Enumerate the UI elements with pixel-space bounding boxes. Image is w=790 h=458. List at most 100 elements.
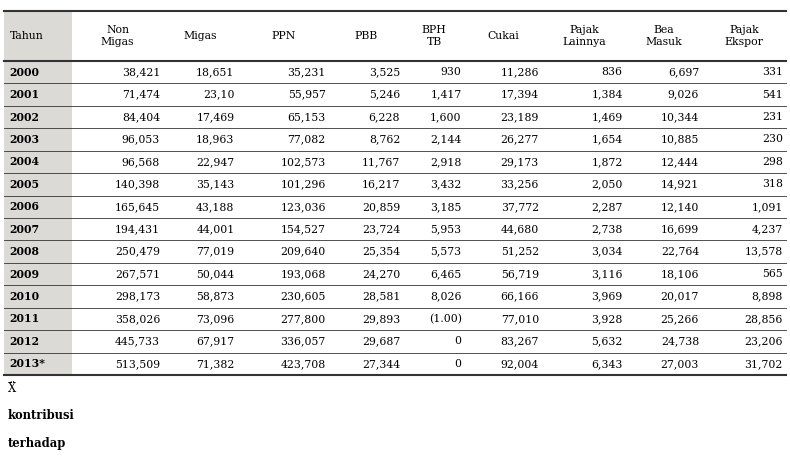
Text: 250,479: 250,479 <box>115 247 160 256</box>
Text: 230,605: 230,605 <box>280 292 325 301</box>
Text: 25,266: 25,266 <box>660 314 699 324</box>
Text: Migas: Migas <box>183 31 217 41</box>
Text: 277,800: 277,800 <box>280 314 325 324</box>
Text: 836: 836 <box>602 67 623 77</box>
Text: 2009: 2009 <box>9 268 40 280</box>
Text: 0: 0 <box>455 359 461 369</box>
Text: 194,431: 194,431 <box>115 224 160 234</box>
Text: 11,767: 11,767 <box>362 157 401 167</box>
Text: 3,432: 3,432 <box>431 180 461 189</box>
Text: 230: 230 <box>762 135 783 144</box>
Text: Ẍ: Ẍ <box>8 382 16 395</box>
Text: 35,231: 35,231 <box>288 67 325 77</box>
Text: 58,873: 58,873 <box>196 292 235 301</box>
Text: 1,600: 1,600 <box>431 112 461 122</box>
Text: 3,969: 3,969 <box>592 292 623 301</box>
Text: 5,632: 5,632 <box>592 337 623 346</box>
Text: 13,578: 13,578 <box>745 247 783 256</box>
Text: 71,474: 71,474 <box>122 90 160 99</box>
Text: 24,270: 24,270 <box>362 269 401 279</box>
Text: 445,733: 445,733 <box>115 337 160 346</box>
Text: 26,277: 26,277 <box>501 135 539 144</box>
Text: 18,963: 18,963 <box>196 135 235 144</box>
Text: 2001: 2001 <box>9 89 40 100</box>
Text: 2005: 2005 <box>9 179 40 190</box>
Text: (1.00): (1.00) <box>429 314 461 324</box>
Text: 18,651: 18,651 <box>196 67 235 77</box>
Text: 12,444: 12,444 <box>661 157 699 167</box>
Text: 25,354: 25,354 <box>362 247 401 256</box>
Text: 2008: 2008 <box>9 246 40 257</box>
Text: Tahun: Tahun <box>9 31 43 41</box>
Text: 209,640: 209,640 <box>280 247 325 256</box>
Text: 2,918: 2,918 <box>431 157 461 167</box>
Text: 298,173: 298,173 <box>115 292 160 301</box>
Text: 541: 541 <box>762 90 783 99</box>
Text: 23,189: 23,189 <box>501 112 539 122</box>
Text: 2011: 2011 <box>9 313 40 325</box>
Text: PBB: PBB <box>355 31 378 41</box>
Text: 267,571: 267,571 <box>115 269 160 279</box>
Text: 6,697: 6,697 <box>668 67 699 77</box>
Text: 2,144: 2,144 <box>431 135 461 144</box>
Text: 71,382: 71,382 <box>196 359 235 369</box>
Text: 65,153: 65,153 <box>288 112 325 122</box>
Text: 2002: 2002 <box>9 111 40 123</box>
Text: 84,404: 84,404 <box>122 112 160 122</box>
Text: 23,724: 23,724 <box>362 224 401 234</box>
Text: 28,581: 28,581 <box>362 292 401 301</box>
Text: 10,885: 10,885 <box>660 135 699 144</box>
Text: 77,082: 77,082 <box>288 135 325 144</box>
Text: 2,050: 2,050 <box>592 180 623 189</box>
Text: 2,287: 2,287 <box>592 202 623 212</box>
Text: 18,106: 18,106 <box>660 269 699 279</box>
Text: 77,010: 77,010 <box>501 314 539 324</box>
Text: 66,166: 66,166 <box>500 292 539 301</box>
Text: 8,026: 8,026 <box>431 292 461 301</box>
Text: 56,719: 56,719 <box>501 269 539 279</box>
Text: 43,188: 43,188 <box>196 202 235 212</box>
Text: 20,017: 20,017 <box>660 292 699 301</box>
Text: 35,143: 35,143 <box>196 180 235 189</box>
Text: 6,465: 6,465 <box>431 269 461 279</box>
Text: 2007: 2007 <box>9 224 40 235</box>
Text: 6,228: 6,228 <box>369 112 401 122</box>
Text: 1,091: 1,091 <box>751 202 783 212</box>
Text: 331: 331 <box>762 67 783 77</box>
Text: BPH
TB: BPH TB <box>422 25 446 47</box>
Text: 5,953: 5,953 <box>431 224 461 234</box>
Text: 9,026: 9,026 <box>668 90 699 99</box>
Text: Pajak
Ekspor: Pajak Ekspor <box>724 25 764 47</box>
Text: 50,044: 50,044 <box>197 269 235 279</box>
Text: 1,654: 1,654 <box>592 135 623 144</box>
Text: 23,206: 23,206 <box>744 337 783 346</box>
Text: terhadap: terhadap <box>8 437 66 450</box>
Text: 513,509: 513,509 <box>115 359 160 369</box>
Text: 0: 0 <box>455 337 461 346</box>
Text: 193,068: 193,068 <box>280 269 325 279</box>
Text: 1,384: 1,384 <box>592 90 623 99</box>
Text: 20,859: 20,859 <box>362 202 401 212</box>
Text: 8,762: 8,762 <box>369 135 401 144</box>
Text: 83,267: 83,267 <box>501 337 539 346</box>
Text: 37,772: 37,772 <box>501 202 539 212</box>
Text: 11,286: 11,286 <box>500 67 539 77</box>
Text: 930: 930 <box>441 67 461 77</box>
Text: 1,469: 1,469 <box>592 112 623 122</box>
Text: 96,053: 96,053 <box>122 135 160 144</box>
Text: 92,004: 92,004 <box>501 359 539 369</box>
Text: Non
Migas: Non Migas <box>101 25 134 47</box>
Text: 123,036: 123,036 <box>280 202 325 212</box>
Text: 565: 565 <box>762 269 783 279</box>
Bar <box>4 11 72 375</box>
Text: 29,173: 29,173 <box>501 157 539 167</box>
Text: 23,10: 23,10 <box>203 90 235 99</box>
Text: 2,738: 2,738 <box>592 224 623 234</box>
Text: 10,344: 10,344 <box>661 112 699 122</box>
Text: 2003: 2003 <box>9 134 40 145</box>
Text: 3,525: 3,525 <box>369 67 401 77</box>
Text: 3,185: 3,185 <box>431 202 461 212</box>
Text: 22,947: 22,947 <box>197 157 235 167</box>
Text: 6,343: 6,343 <box>592 359 623 369</box>
Text: 67,917: 67,917 <box>197 337 235 346</box>
